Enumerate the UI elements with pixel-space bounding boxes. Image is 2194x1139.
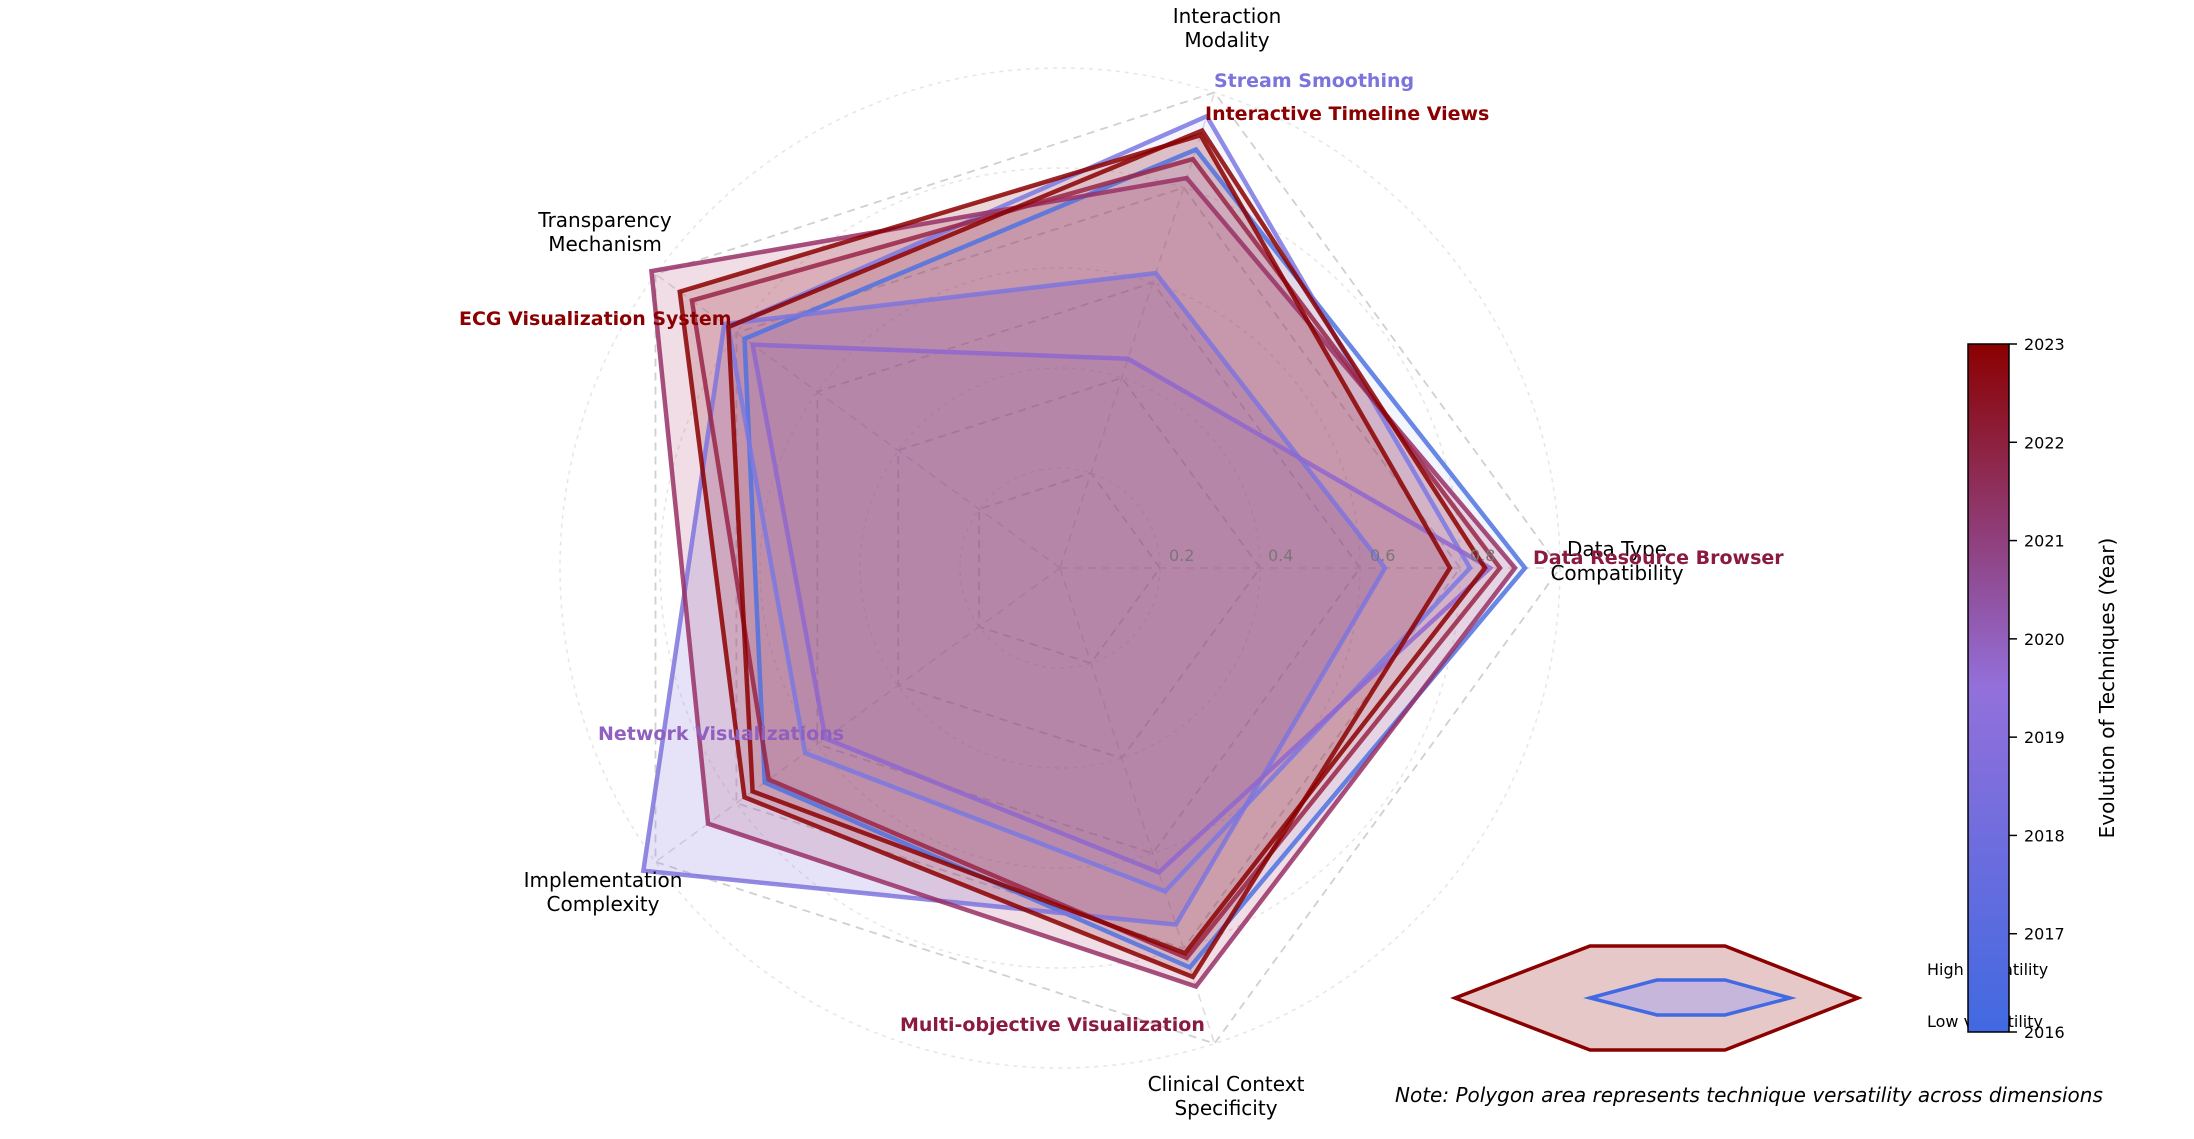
series-tint	[752, 344, 1490, 873]
series-name-label: Network Visualizations	[598, 723, 844, 745]
series-line	[689, 156, 1503, 961]
colorbar-tick-label: 2018	[2024, 826, 2065, 845]
radial-tick-labels: 0.2 0.4 0.6 0.8	[1169, 546, 1495, 565]
series-line	[749, 342, 1494, 875]
series-name-label: ECG Visualization System	[459, 308, 732, 330]
series-lines	[640, 113, 1528, 990]
series-name-label: Interactive Timeline Views	[1205, 103, 1489, 125]
axis-labels: Data Type Compatibility Interaction Modalit…	[524, 4, 1684, 1120]
axis-label: Interaction Modality	[1173, 4, 1282, 52]
axis-label: Transparency Mechanism	[537, 208, 672, 256]
series-name-label: Data Resource Browser	[1533, 547, 1784, 569]
radial-tick-label: 0.4	[1268, 546, 1293, 565]
colorbar-tick-label: 2017	[2024, 925, 2065, 944]
series-fill	[679, 135, 1450, 977]
series-fill	[651, 178, 1515, 987]
colorbar-ticks: 2016 2017 2018 2019 2020 2021 2022 2023	[2009, 335, 2065, 1042]
series-tint	[679, 135, 1450, 977]
chart-note: Note: Polygon area represents technique …	[1395, 1083, 2103, 1107]
series-line	[648, 175, 1518, 990]
series-tint	[651, 178, 1515, 987]
colorbar-tick-label: 2021	[2024, 532, 2065, 551]
colorbar-gradient	[1967, 343, 2010, 1033]
axis-label: Clinical Context Specificity	[1148, 1072, 1305, 1120]
axis-label: Implementation Complexity	[524, 868, 683, 916]
colorbar-tick-label: 2023	[2024, 335, 2065, 354]
radial-tick-label: 0.8	[1470, 546, 1495, 565]
axis-label: Data Type Compatibility	[1550, 537, 1683, 585]
series-line	[677, 132, 1453, 980]
series-tint	[728, 116, 1470, 892]
series-name-label: Multi-objective Visualization	[900, 1014, 1205, 1036]
series-name-label: Stream Smoothing	[1214, 70, 1414, 92]
colorbar-tick-label: 2016	[2024, 1023, 2065, 1042]
radar-grid	[559, 67, 1562, 1069]
colorbar-tick-label: 2022	[2024, 433, 2065, 452]
series-line	[725, 127, 1488, 956]
series-line	[725, 113, 1473, 895]
legend-low-versatility-shape	[1583, 978, 1797, 1017]
series-tint	[691, 159, 1500, 958]
versatility-legend: High versatility Low versatility	[1450, 944, 2048, 1052]
colorbar-tick-label: 2020	[2024, 630, 2065, 649]
radial-tick-label: 0.2	[1169, 546, 1194, 565]
colorbar: 2016 2017 2018 2019 2020 2021 2022 2023 Evoluti…	[1967, 335, 2119, 1042]
colorbar-tick-label: 2019	[2024, 728, 2065, 747]
series-labels: Stream Smoothing Interactive Timeline Vie…	[459, 70, 1784, 1036]
colorbar-title: Evolution of Techniques (Year)	[2095, 538, 2119, 839]
radial-tick-label: 0.6	[1370, 546, 1395, 565]
